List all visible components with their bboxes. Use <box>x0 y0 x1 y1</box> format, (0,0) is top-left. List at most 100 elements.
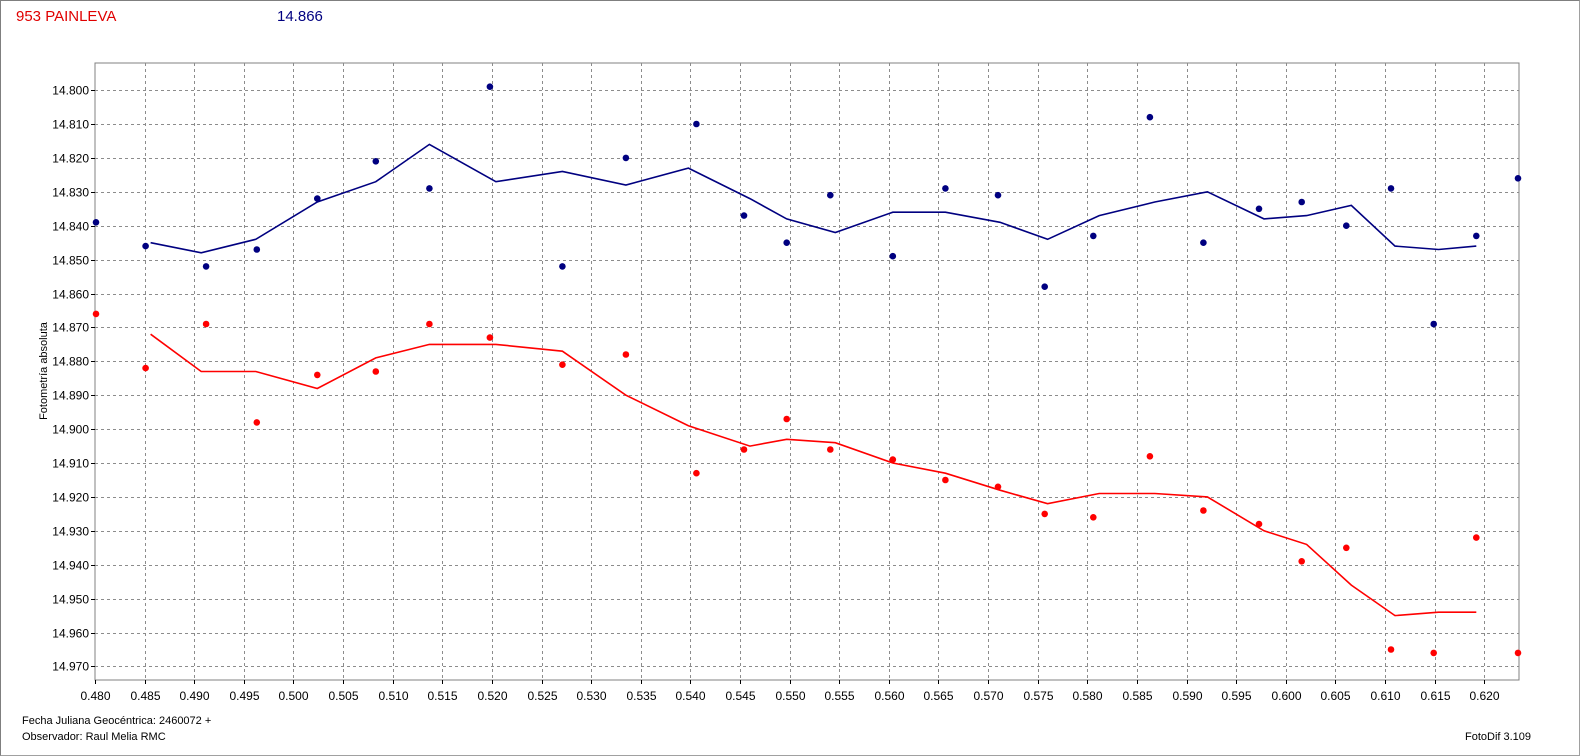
data-point-blue <box>142 242 149 250</box>
x-tick-label: 0.495 <box>229 689 259 703</box>
data-point-blue <box>486 83 494 90</box>
data-point-blue <box>1255 205 1263 213</box>
data-point-red <box>1343 544 1350 552</box>
data-point-blue <box>1200 239 1207 246</box>
data-point-blue <box>1514 175 1522 182</box>
y-tick-label: 14.860 <box>52 288 89 302</box>
data-point-blue <box>1430 320 1437 328</box>
y-tick-label: 14.940 <box>52 559 89 573</box>
data-point-red <box>1430 649 1437 657</box>
y-tick-label: 14.960 <box>52 627 89 641</box>
data-point-red <box>1090 514 1097 521</box>
data-point-blue <box>426 185 433 192</box>
data-point-blue <box>1473 232 1480 240</box>
data-point-blue <box>92 219 100 226</box>
y-tick-label: 14.850 <box>52 254 89 268</box>
data-point-blue <box>559 263 566 270</box>
x-tick-label: 0.525 <box>527 689 557 703</box>
x-tick-label: 0.605 <box>1320 689 1350 703</box>
x-tick-label: 0.590 <box>1172 689 1202 703</box>
grid <box>95 63 1519 680</box>
x-tick-label: 0.600 <box>1271 689 1301 703</box>
x-tick-label: 0.490 <box>179 689 209 703</box>
x-tick-label: 0.500 <box>278 689 308 703</box>
y-tick-label: 14.810 <box>52 118 89 132</box>
x-tick-label: 0.515 <box>427 689 457 703</box>
series-line-blue <box>150 143 1477 254</box>
x-tick-label: 0.610 <box>1370 689 1400 703</box>
data-point-red <box>1041 510 1048 518</box>
data-point-red <box>783 415 790 423</box>
y-tick-label: 14.800 <box>52 84 89 98</box>
y-axis-label: Fotometría absoluta <box>38 321 50 420</box>
data-point-red <box>426 320 433 328</box>
y-tick-label: 14.930 <box>52 525 89 539</box>
x-tick-label: 0.595 <box>1221 689 1251 703</box>
data-point-blue <box>1298 198 1305 206</box>
data-point-blue <box>740 212 748 219</box>
data-point-red <box>1200 507 1207 514</box>
y-tick-label: 14.900 <box>52 423 89 437</box>
x-tick-label: 0.520 <box>477 689 507 703</box>
y-tick-label: 14.870 <box>52 321 89 335</box>
x-tick-label: 0.510 <box>378 689 408 703</box>
y-tick-label: 14.970 <box>52 660 89 674</box>
data-point-red <box>372 368 380 375</box>
axes: 0.480 0.485 0.490 0.495 0.500 0.505 0.510 0.515… <box>52 84 1500 704</box>
data-point-blue <box>994 191 1002 199</box>
data-point-blue <box>372 158 380 165</box>
y-tick-label: 14.830 <box>52 186 89 200</box>
data-point-blue <box>253 246 261 253</box>
x-tick-label: 0.560 <box>874 689 904 703</box>
data-point-blue <box>889 252 897 260</box>
data-point-red <box>559 361 566 369</box>
data-point-red <box>486 334 494 341</box>
data-point-red <box>1473 534 1480 541</box>
x-tick-label: 0.530 <box>576 689 606 703</box>
data-point-blue <box>622 154 630 162</box>
julian-date-label: Fecha Juliana Geocéntrica: 2460072 + <box>22 715 212 727</box>
x-tick-label: 0.615 <box>1420 689 1450 703</box>
y-tick-label: 14.910 <box>52 457 89 471</box>
data-point-red <box>693 469 700 477</box>
software-version: FotoDif 3.109 <box>1465 731 1532 743</box>
y-tick-label: 14.920 <box>52 491 89 505</box>
data-point-red <box>740 446 748 453</box>
x-tick-label: 0.545 <box>725 689 755 703</box>
data-point-red <box>942 476 949 484</box>
x-tick-label: 0.480 <box>80 689 110 703</box>
data-point-red <box>1298 558 1305 565</box>
data-point-red <box>92 310 100 318</box>
mean-magnitude: 14.866 <box>277 8 323 25</box>
plot-area <box>94 62 1520 681</box>
data-point-red <box>1514 649 1522 657</box>
x-tick-label: 0.485 <box>130 689 160 703</box>
x-tick-label: 0.620 <box>1469 689 1499 703</box>
x-tick-label: 0.580 <box>1072 689 1102 703</box>
data-point-blue <box>1090 232 1097 240</box>
data-point-blue <box>1343 222 1350 229</box>
data-point-blue <box>1387 185 1395 192</box>
data-point-blue <box>783 239 790 246</box>
data-point-blue <box>1146 113 1154 121</box>
x-tick-label: 0.540 <box>675 689 705 703</box>
data-point-blue <box>827 191 834 199</box>
data-point-blue <box>1041 283 1048 291</box>
data-point-red <box>202 320 210 328</box>
y-tick-label: 14.880 <box>52 355 89 369</box>
data-point-red <box>994 483 1002 491</box>
y-tick-label: 14.950 <box>52 593 89 607</box>
data-point-blue <box>693 120 700 128</box>
data-point-red <box>1146 453 1154 460</box>
y-tick-label: 14.840 <box>52 220 89 234</box>
object-title: 953 PAINLEVA <box>16 8 117 25</box>
x-tick-label: 0.555 <box>824 689 854 703</box>
data-point-red <box>622 351 630 358</box>
x-tick-label: 0.505 <box>328 689 358 703</box>
observer-label: Observador: Raul Melia RMC <box>22 731 166 743</box>
data-point-red <box>1255 520 1263 528</box>
data-point-red <box>889 456 897 463</box>
x-tick-label: 0.535 <box>626 689 656 703</box>
data-point-red <box>827 446 834 453</box>
